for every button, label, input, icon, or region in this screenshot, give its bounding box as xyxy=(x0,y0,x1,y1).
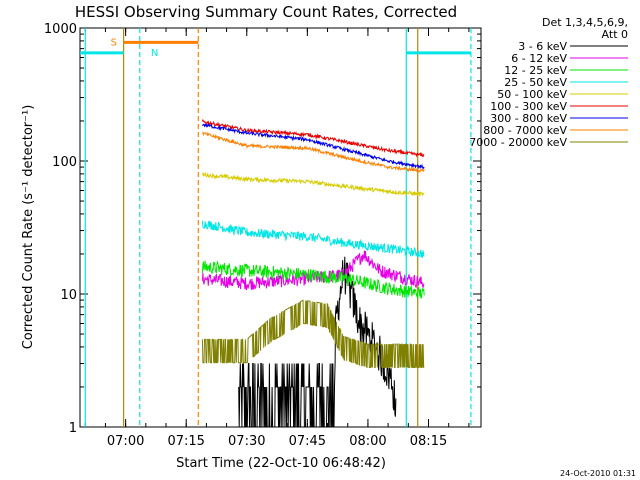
series-line xyxy=(201,122,425,170)
legend-header: Det 1,3,4,5,6,9, xyxy=(542,16,628,29)
legend-label: 7000 - 20000 keV xyxy=(469,136,567,149)
legend-label: 3 - 6 keV xyxy=(518,40,567,53)
x-axis-label: Start Time (22-Oct-10 06:48:42) xyxy=(176,456,386,471)
marker-label: S xyxy=(111,37,117,48)
x-tick-label: 08:15 xyxy=(410,434,447,449)
legend-label: 6 - 12 keV xyxy=(511,52,567,65)
series-line xyxy=(201,250,425,291)
legend-header: Att 0 xyxy=(602,28,628,41)
y-tick-label: 1 xyxy=(69,421,77,436)
x-tick-label: 07:30 xyxy=(228,434,265,449)
y-tick-label: 10 xyxy=(60,288,77,303)
legend-label: 12 - 25 keV xyxy=(504,64,567,77)
legend-label: 25 - 50 keV xyxy=(504,76,567,89)
series-line xyxy=(202,131,425,174)
y-tick-label: 1000 xyxy=(44,22,77,37)
x-tick-label: 07:45 xyxy=(289,434,326,449)
legend-label: 800 - 7000 keV xyxy=(483,124,567,137)
legend-label: 300 - 800 keV xyxy=(490,112,567,125)
series-line xyxy=(238,256,397,427)
x-tick-label: 08:00 xyxy=(349,434,386,449)
series-line xyxy=(201,171,425,197)
series-line xyxy=(201,260,425,300)
marker-label: N xyxy=(151,48,158,59)
x-tick-label: 07:15 xyxy=(167,434,204,449)
legend-label: 100 - 300 keV xyxy=(490,100,567,113)
legend-label: 50 - 100 keV xyxy=(497,88,567,101)
series-line xyxy=(201,220,425,258)
plot-frame xyxy=(79,27,482,428)
series-line xyxy=(201,118,425,158)
series-line xyxy=(201,299,425,369)
y-tick-label: 100 xyxy=(52,155,77,170)
y-axis-label: Corrected Count Rate (s⁻¹ detector⁻¹) xyxy=(21,105,36,350)
footer-timestamp: 24-Oct-2010 01:31 xyxy=(560,469,636,478)
x-tick-label: 07:00 xyxy=(107,434,144,449)
plot-area: 1 10 100 1000 07:00 07:15 07:30 07:45 08:00 08:15… xyxy=(44,22,482,449)
chart-title: HESSI Observing Summary Count Rates, Cor… xyxy=(75,3,457,21)
